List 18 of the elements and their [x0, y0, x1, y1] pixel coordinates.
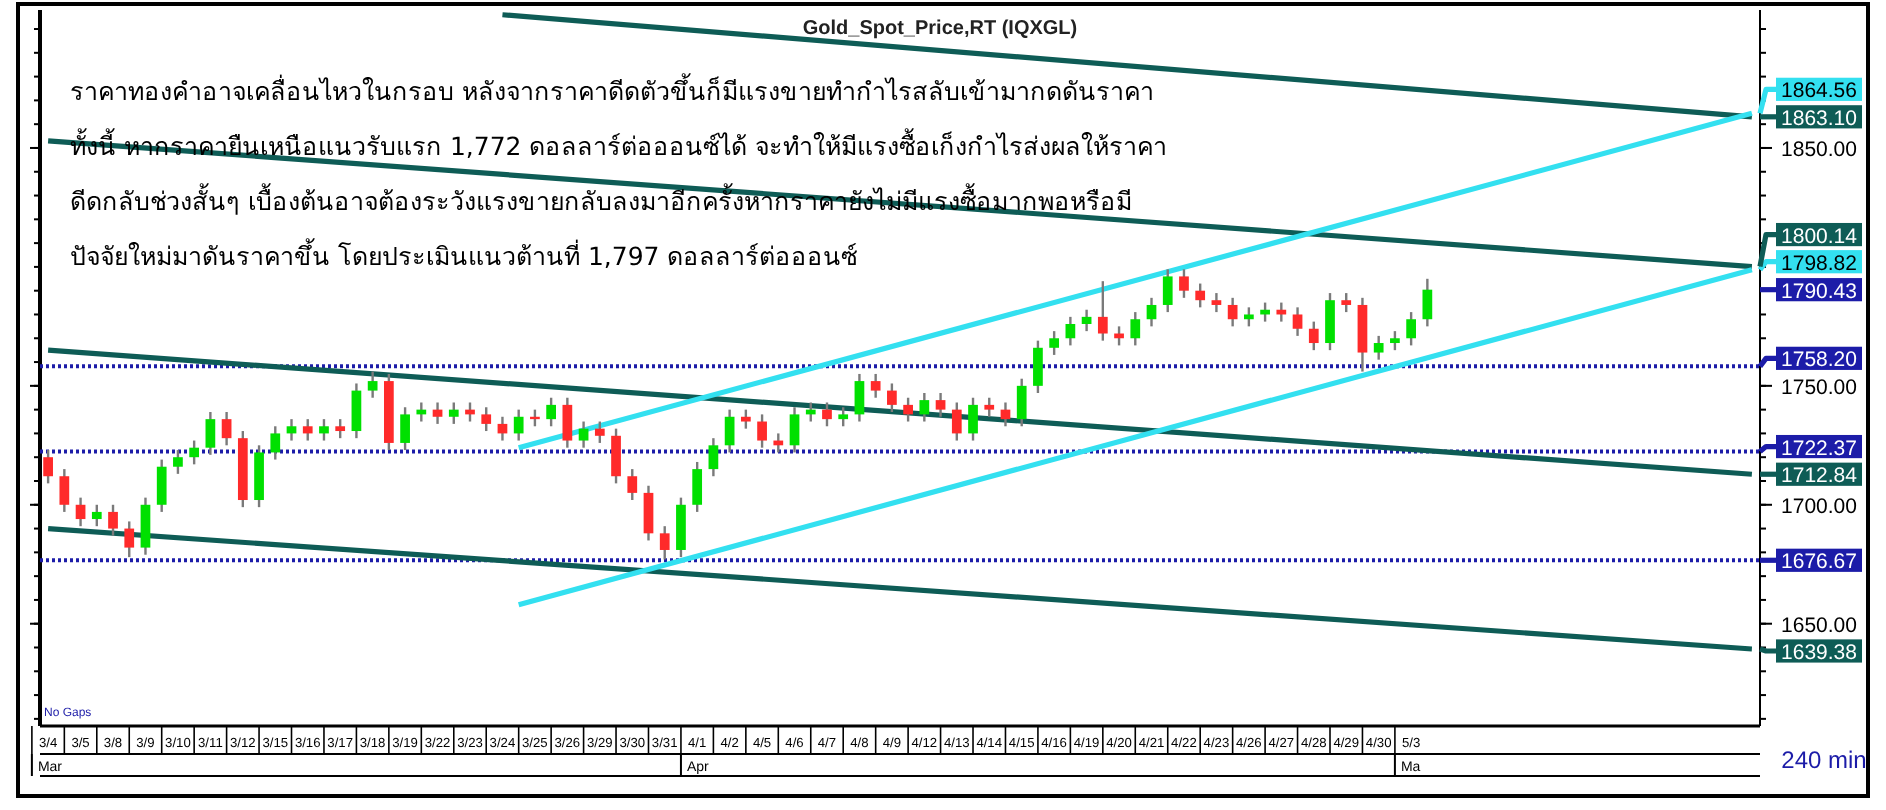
ref-line-label: 1722.37 — [1781, 436, 1858, 461]
chart-title: Gold_Spot_Price,RT (IQXGL) — [802, 18, 1078, 40]
ref-line-label: 1676.67 — [1781, 550, 1858, 575]
text: 240 min — [1781, 746, 1867, 774]
series-label: 1864.56 — [1781, 79, 1858, 104]
legend-label: 1800.14 — [1781, 224, 1858, 249]
annotation: ราคาทองคำอาจเคลื่อนไหวในกรอบ หลังจากราคาดีดตัวขึ้นก็มีแรงขายทำกำไรสลับเข้ามากดดันราคา — [70, 72, 1154, 106]
y-tick-label: 1700.00 — [1781, 494, 1858, 519]
legend-label: 1639.38 — [1781, 640, 1858, 665]
y-tick-label: 1650.00 — [1781, 613, 1858, 638]
series-label: 1863.10 — [1781, 106, 1858, 131]
y-tick-label: 1750.00 — [1781, 375, 1858, 400]
series-label: 1712.84 — [1781, 464, 1858, 489]
y-tick-label: 1850.00 — [1781, 137, 1858, 162]
ref-line-label: 1758.20 — [1781, 348, 1858, 373]
text: 1790.43 — [1781, 279, 1858, 304]
legend-label: 1798.82 — [1781, 251, 1858, 276]
annotation: ปัจจัยใหม่มาดันราคาขึ้น โดยประเมินแนวต้านที่ 1,797 ดอลลาร์ต่อออนซ์ — [70, 237, 858, 271]
